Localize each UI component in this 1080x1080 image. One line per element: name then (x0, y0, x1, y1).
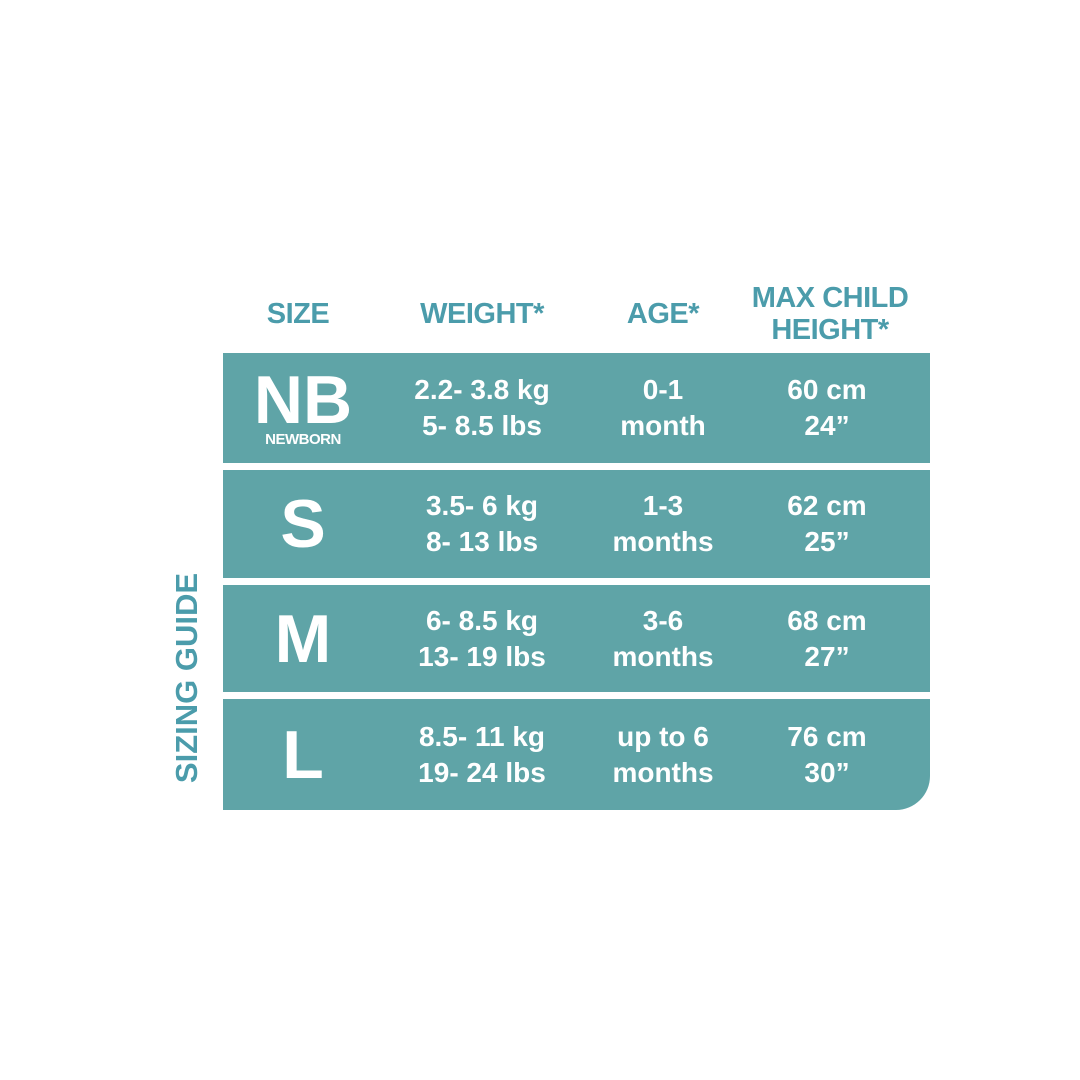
weight-lbs: 8- 13 lbs (425, 526, 539, 557)
age-line2: months (612, 526, 714, 557)
height-cell: 68 cm 27” (787, 603, 866, 675)
table-row: S 3.5- 6 kg 8- 13 lbs 1-3 months 62 cm 2… (223, 470, 930, 578)
height-cell: 60 cm 24” (787, 372, 866, 444)
size-cell: NB NEWBORN (253, 362, 353, 448)
age-line1: 0-1 (642, 374, 684, 405)
weight-cell: 6- 8.5 kg 13- 19 lbs (418, 603, 546, 675)
sizing-guide-label: SIZING GUIDE (169, 572, 204, 784)
size-label: NB (253, 362, 353, 438)
weight-lbs: 19- 24 lbs (418, 756, 546, 788)
table-row: L 8.5- 11 kg 19- 24 lbs up to 6 months 7… (223, 699, 930, 810)
height-cell: 62 cm 25” (787, 488, 866, 560)
weight-lbs: 5- 8.5 lbs (422, 410, 542, 441)
weight-kg: 3.5- 6 kg (425, 490, 539, 521)
age-line2: months (612, 640, 714, 672)
weight-kg: 8.5- 11 kg (418, 720, 546, 752)
weight-cell: 8.5- 11 kg 19- 24 lbs (418, 719, 546, 791)
size-label: L (282, 716, 324, 793)
table-row: NB NEWBORN 2.2- 3.8 kg 5- 8.5 lbs 0-1 mo… (223, 353, 930, 463)
age-line1: 1-3 (642, 490, 684, 521)
age-line1: up to 6 (617, 720, 709, 752)
weight-lbs: 13- 19 lbs (418, 640, 546, 672)
age-line2: month (620, 410, 706, 441)
header-max-child-height: MAX CHILD HEIGHT* (752, 282, 909, 346)
header-weight: WEIGHT* (420, 298, 544, 330)
weight-cell: 3.5- 6 kg 8- 13 lbs (426, 488, 538, 560)
age-cell: 1-3 months (612, 488, 713, 560)
height-in: 24” (804, 410, 850, 441)
height-cm: 68 cm (787, 604, 867, 636)
age-cell: 3-6 months (612, 603, 713, 675)
table-row: M 6- 8.5 kg 13- 19 lbs 3-6 months 68 cm … (223, 585, 930, 692)
height-cm: 76 cm (787, 720, 867, 752)
age-cell: up to 6 months (612, 719, 713, 791)
age-line2: months (612, 756, 714, 788)
height-in: 27” (804, 640, 850, 672)
height-cm: 62 cm (787, 490, 867, 521)
size-cell: L (282, 716, 324, 793)
size-sublabel: NEWBORN (265, 431, 341, 448)
height-in: 30” (804, 756, 850, 788)
age-cell: 0-1 month (620, 372, 706, 444)
header-height-line2: HEIGHT* (771, 314, 889, 346)
size-cell: M (274, 600, 332, 677)
header-age: AGE* (626, 298, 700, 330)
header-height-line1: MAX CHILD (751, 282, 909, 314)
size-label: S (280, 486, 326, 562)
height-in: 25” (804, 526, 850, 557)
header-size: SIZE (266, 298, 330, 330)
height-cell: 76 cm 30” (787, 719, 866, 791)
size-cell: S (280, 486, 326, 562)
size-label: M (274, 600, 332, 677)
age-line1: 3-6 (642, 604, 684, 636)
weight-cell: 2.2- 3.8 kg 5- 8.5 lbs (414, 372, 549, 444)
height-cm: 60 cm (787, 374, 867, 405)
weight-kg: 6- 8.5 kg (425, 604, 539, 636)
weight-kg: 2.2- 3.8 kg (414, 374, 550, 405)
